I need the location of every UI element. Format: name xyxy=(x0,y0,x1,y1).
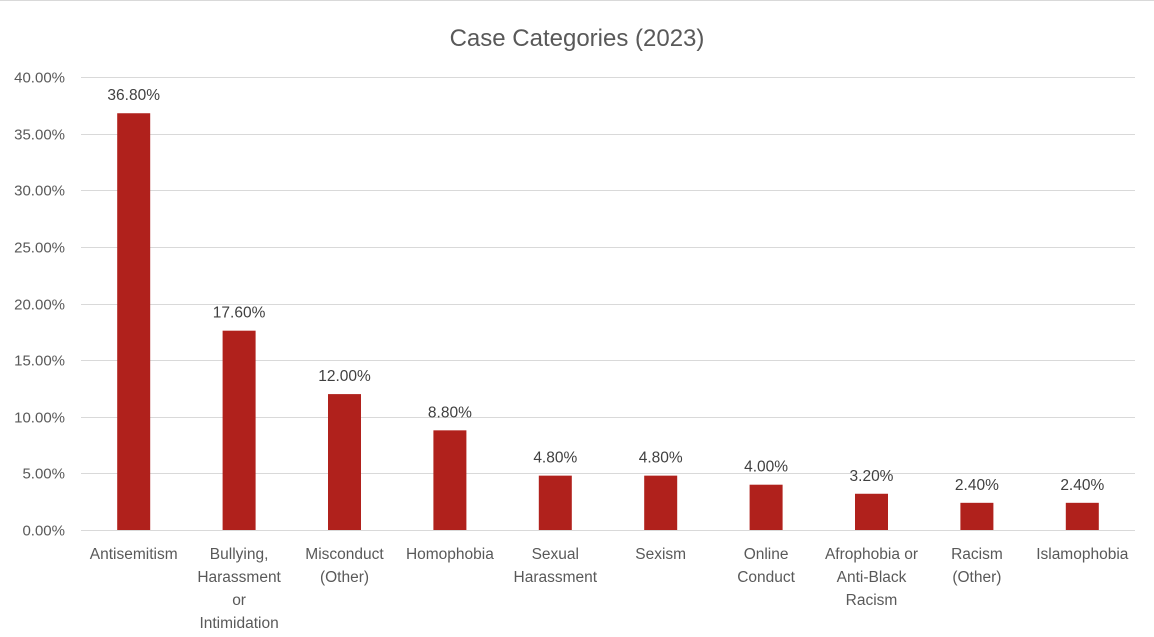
bar xyxy=(117,113,151,531)
category-label: Sexism xyxy=(635,546,686,563)
data-label: 8.80% xyxy=(428,404,472,421)
category-label: Online Conduct xyxy=(737,546,795,586)
bar xyxy=(433,430,467,530)
bar xyxy=(749,484,783,530)
data-label: 12.00% xyxy=(318,368,371,385)
bar xyxy=(644,475,678,530)
category-label: Afrophobia or Anti-Black Racism xyxy=(825,546,918,609)
category-label: Racism (Other) xyxy=(951,546,1003,586)
category-label: Homophobia xyxy=(406,546,494,563)
y-tick-label: 35.00% xyxy=(14,127,65,144)
y-tick-label: 25.00% xyxy=(14,240,65,257)
y-tick-label: 0.00% xyxy=(22,523,65,540)
data-labels: 36.80% 17.60% 12.00% 8.80% 4.80% 4.80% 4.00% 3.… xyxy=(107,87,1104,494)
bar xyxy=(328,394,361,530)
data-label: 4.80% xyxy=(639,450,683,467)
y-tick-label: 40.00% xyxy=(14,70,65,87)
data-label: 36.80% xyxy=(107,87,160,104)
data-label: 3.20% xyxy=(850,468,894,485)
data-label: 17.60% xyxy=(213,305,266,322)
y-tick-label: 5.00% xyxy=(22,466,65,483)
category-label: Misconduct (Other) xyxy=(305,546,384,586)
chart-title: Case Categories (2023) xyxy=(450,25,705,52)
category-label: Antisemitism xyxy=(90,546,178,563)
category-label: Sexual Harassment xyxy=(514,546,598,586)
bars xyxy=(117,113,1099,531)
x-axis-category-labels: Antisemitism Bullying, Harassment or Intimid… xyxy=(90,546,1129,632)
y-tick-label: 20.00% xyxy=(14,297,65,314)
bar xyxy=(538,475,572,530)
bar xyxy=(960,502,994,530)
category-label: Bullying, Harassment or Intimidation xyxy=(197,546,281,632)
bar xyxy=(855,493,888,530)
y-tick-label: 10.00% xyxy=(14,410,65,427)
data-label: 2.40% xyxy=(955,477,999,494)
y-tick-label: 30.00% xyxy=(14,183,65,200)
data-label: 4.80% xyxy=(533,450,577,467)
gridlines xyxy=(81,77,1135,531)
data-label: 4.00% xyxy=(744,459,788,476)
y-tick-label: 15.00% xyxy=(14,353,65,370)
y-axis-tick-labels: 0.00% 5.00% 10.00% 15.00% 20.00% 25.00% 30.00%… xyxy=(14,70,65,540)
bar xyxy=(222,330,256,530)
data-label: 2.40% xyxy=(1060,477,1104,494)
category-label: Islamophobia xyxy=(1036,546,1129,563)
bar xyxy=(1065,502,1099,530)
